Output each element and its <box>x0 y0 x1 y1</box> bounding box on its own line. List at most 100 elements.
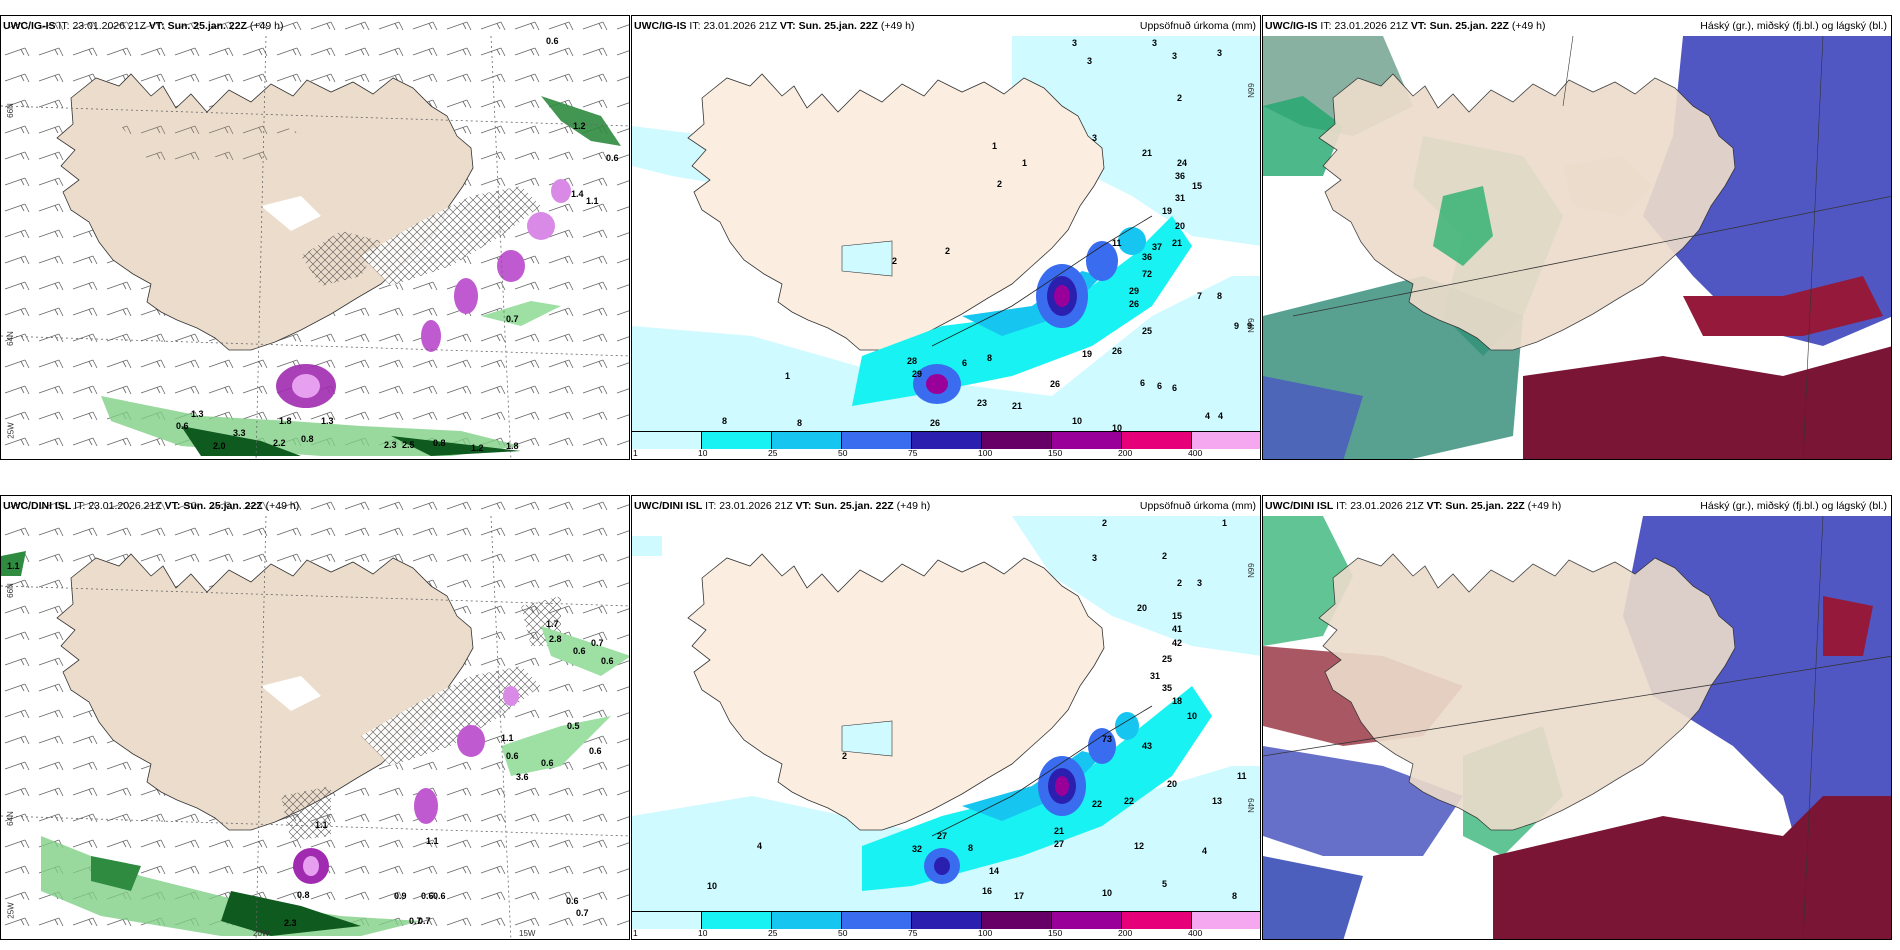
wind-value: 0.6 <box>506 751 519 761</box>
precip-value: 5 <box>1162 879 1168 889</box>
colorbar-swatch <box>1052 432 1122 449</box>
precip-value: 31 <box>1150 671 1161 681</box>
wind-value: 1.8 <box>506 441 519 451</box>
precip-value: 20 <box>1167 779 1178 789</box>
colorbar-tick: 150 <box>1048 448 1063 458</box>
model-name: UWC/DINI ISL <box>3 500 72 512</box>
precip-value: 29 <box>912 369 923 379</box>
precip-value: 10 <box>1187 711 1198 721</box>
panel-title: UWC/IG-IS IT: 23.01.2026 21Z VT: Sun. 25… <box>3 20 283 32</box>
precip-value: 37 <box>1152 242 1163 252</box>
colorbar-swatch <box>1052 912 1122 929</box>
precip-value: 2 <box>1162 551 1168 561</box>
precip-value: 3 <box>1087 56 1093 66</box>
wind-value: 1.4 <box>571 189 584 199</box>
precip-value: 3 <box>1152 38 1158 48</box>
it-label: IT: <box>1336 500 1348 512</box>
panel-title: UWC/DINI ISL IT: 23.01.2026 21Z VT: Sun.… <box>1265 500 1561 512</box>
wind-value: 1.2 <box>573 121 586 131</box>
precip-value: 10 <box>707 881 718 891</box>
precip-value: 21 <box>1172 238 1183 248</box>
precip-value: 2 <box>1177 93 1183 103</box>
bottom-left-map-canvas <box>1 496 629 939</box>
precip-value: 8 <box>1232 891 1238 901</box>
precip-value: 18 <box>1172 696 1183 706</box>
precip-value: 2 <box>842 751 848 761</box>
precip-value: 32 <box>912 844 923 854</box>
colorbar-tick: 400 <box>1188 448 1203 458</box>
precip-value: 8 <box>1217 291 1223 301</box>
precip-value: 6 <box>1172 383 1178 393</box>
precip-value: 31 <box>1175 193 1186 203</box>
panel-top-middle-map[interactable]: UWC/IG-IS IT: 23.01.2026 21Z VT: Sun. 25… <box>631 15 1261 460</box>
lon-label: 25W <box>6 422 16 439</box>
init-time: 23.01.2026 21Z <box>1350 500 1424 512</box>
wind-value: 0.8 <box>433 438 446 448</box>
wind-value: 2.0 <box>213 441 226 451</box>
init-time: 23.01.2026 21Z <box>719 500 793 512</box>
precip-value: 19 <box>1162 206 1173 216</box>
colorbar-tick: 200 <box>1118 928 1133 938</box>
precip-value: 21 <box>1142 148 1153 158</box>
precip-value: 23 <box>977 398 988 408</box>
precip-value: 41 <box>1172 624 1183 634</box>
colorbar-tick: 400 <box>1188 928 1203 938</box>
panel-bottom-middle-map[interactable]: UWC/DINI ISL IT: 23.01.2026 21Z VT: Sun.… <box>631 495 1261 940</box>
lead-time: (+49 h) <box>880 20 915 32</box>
precip-value: 2 <box>1177 578 1183 588</box>
lead-time: (+49 h) <box>249 20 284 32</box>
wind-value: 0.7 <box>409 916 422 926</box>
precip-value: 22 <box>1124 796 1135 806</box>
wind-value: 0.6 <box>176 421 189 431</box>
colorbar-swatch <box>912 432 982 449</box>
valid-time: Sun. 25.jan. 22Z <box>1445 500 1525 512</box>
wind-value: 1.3 <box>321 416 334 426</box>
colorbar-tick: 100 <box>978 928 993 938</box>
wind-value: 1.1 <box>315 820 328 830</box>
colorbar-tick: 150 <box>1048 928 1063 938</box>
precip-value: 42 <box>1172 638 1183 648</box>
colorbar-tick: 1 <box>633 448 638 458</box>
colorbar-swatch <box>1192 912 1260 929</box>
model-name: UWC/IG-IS <box>3 20 56 32</box>
wind-value: 3.3 <box>233 428 246 438</box>
colorbar-tick: 75 <box>908 928 918 938</box>
wind-value: 0.6 <box>589 746 602 756</box>
wind-value: 0.9 <box>394 891 407 901</box>
it-label: IT: <box>705 500 717 512</box>
precip-value: 13 <box>1212 796 1223 806</box>
precip-value: 6 <box>1140 378 1146 388</box>
precip-value: 3 <box>1197 578 1203 588</box>
precip-value: 2 <box>1102 518 1108 528</box>
panel-bottom-right-map[interactable]: UWC/DINI ISL IT: 23.01.2026 21Z VT: Sun.… <box>1262 495 1892 940</box>
precip-value: 26 <box>930 418 941 428</box>
wind-value: 0.6 <box>546 36 559 46</box>
init-time: 23.01.2026 21Z <box>72 20 146 32</box>
precip-value: 26 <box>1050 379 1061 389</box>
wind-value: 0.8 <box>297 890 310 900</box>
precip-value: 4 <box>757 841 763 851</box>
wind-value: 0.6 <box>421 891 434 901</box>
precip-value: 25 <box>1162 654 1173 664</box>
colorbar-swatch <box>1122 432 1192 449</box>
lead-time: (+49 h) <box>265 500 300 512</box>
precip-value: 72 <box>1142 269 1153 279</box>
colorbar-swatch <box>772 432 842 449</box>
precip-value: 10 <box>1102 888 1113 898</box>
panel-top-right-map[interactable]: UWC/IG-IS IT: 23.01.2026 21Z VT: Sun. 25… <box>1262 15 1892 460</box>
it-label: IT: <box>74 500 86 512</box>
lon-label: 20W <box>253 929 270 938</box>
colorbar-swatch <box>632 912 702 929</box>
lat-label: 64N <box>5 811 15 826</box>
precip-value: 20 <box>1137 603 1148 613</box>
lat-label: 66N <box>5 583 15 598</box>
colorbar-swatch <box>1192 432 1260 449</box>
precip-value: 28 <box>907 356 918 366</box>
panel-bottom-left-map[interactable]: UWC/DINI ISL IT: 23.01.2026 21Z VT: Sun.… <box>0 495 630 940</box>
precip-value: 27 <box>1054 839 1065 849</box>
precip-value: 9 <box>1234 321 1240 331</box>
colorbar-swatch <box>982 912 1052 929</box>
lat-label: 66N <box>1246 563 1256 578</box>
panel-top-left-map[interactable]: UWC/IG-IS IT: 23.01.2026 21Z VT: Sun. 25… <box>0 15 630 460</box>
colorbar-tick: 10 <box>698 448 708 458</box>
